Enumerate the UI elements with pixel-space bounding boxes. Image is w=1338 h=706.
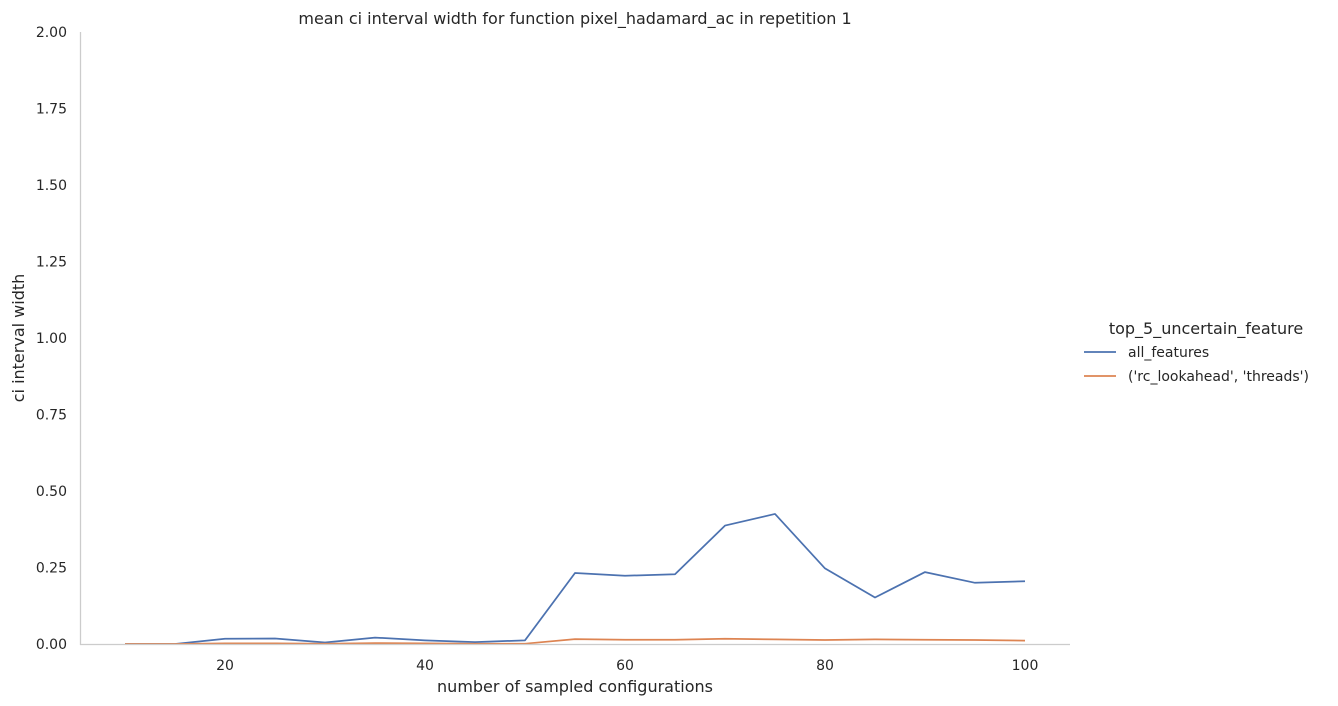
y-axis-label: ci interval width [9, 274, 28, 403]
x-tick-label: 40 [416, 658, 434, 674]
y-tick-label: 2.00 [36, 25, 67, 41]
y-tick-label: 0.50 [36, 484, 67, 500]
legend-label-1: all_features [1128, 345, 1209, 361]
y-tick-label: 1.25 [36, 255, 67, 271]
x-tick-label: 80 [816, 658, 834, 674]
x-tick-label: 100 [1012, 658, 1039, 674]
y-tick-labels: 0.00 0.25 0.50 0.75 1.00 1.25 1.50 1.75 2.00 [36, 25, 67, 653]
x-tick-label: 60 [616, 658, 634, 674]
x-tick-labels: 20 40 60 80 100 [216, 658, 1039, 674]
x-tick-label: 20 [216, 658, 234, 674]
legend-title: top_5_uncertain_feature [1109, 319, 1303, 339]
legend-label-2: ('rc_lookahead', 'threads') [1128, 369, 1309, 385]
series-layer [125, 513, 1026, 645]
y-tick-label: 1.50 [36, 178, 67, 194]
legend: top_5_uncertain_feature all_features ('rc… [1084, 319, 1309, 385]
y-tick-label: 1.75 [36, 102, 67, 118]
y-tick-label: 0.00 [36, 637, 67, 653]
y-tick-label: 0.25 [36, 561, 67, 577]
series-line-1 [125, 513, 1026, 645]
y-tick-label: 1.00 [36, 331, 67, 347]
series-line-2 [125, 637, 1026, 645]
x-axis-label: number of sampled configurations [437, 677, 713, 696]
y-tick-label: 0.75 [36, 408, 67, 424]
chart-title: mean ci interval width for function pixe… [298, 9, 851, 29]
